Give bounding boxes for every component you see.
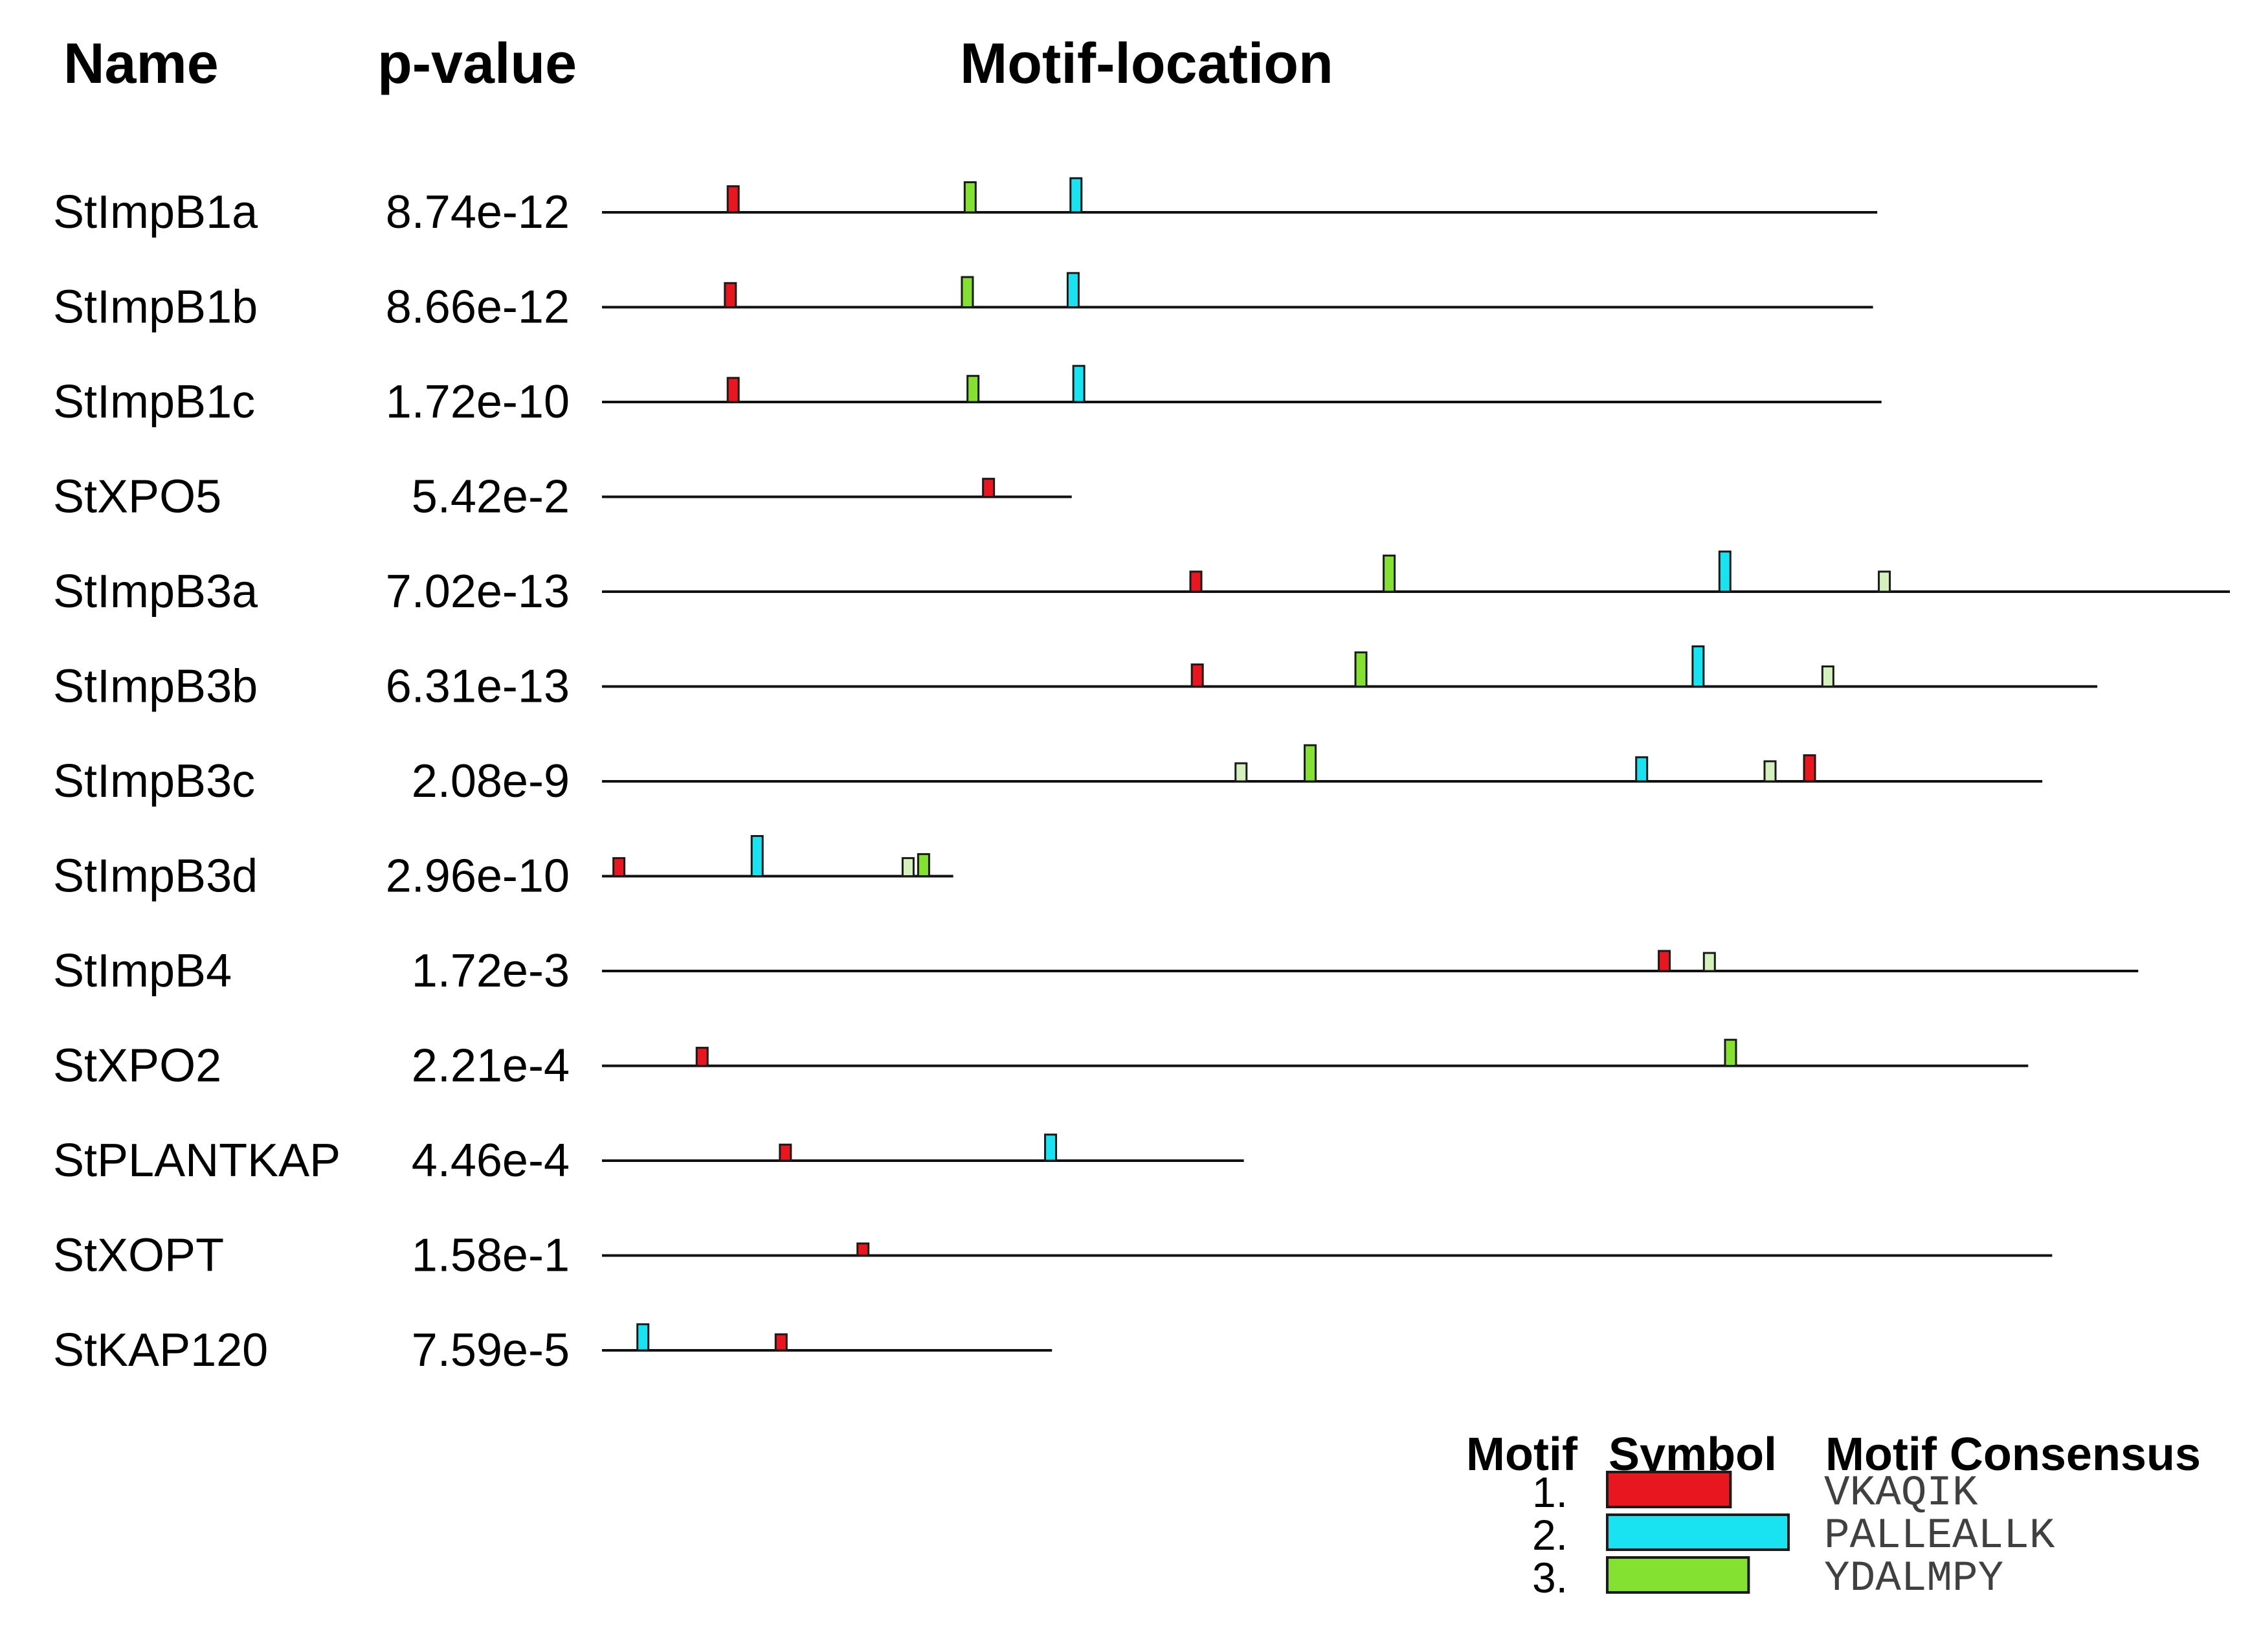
sequence-pvalue: 8.74e-12 xyxy=(386,186,570,238)
motif-site-green xyxy=(1724,1038,1737,1067)
motif-site-cyan xyxy=(1691,645,1705,687)
legend-motif-number: 1. xyxy=(1532,1468,1568,1516)
motif-site-red xyxy=(1658,950,1671,972)
motif-site-red xyxy=(982,478,996,498)
sequence-pvalue: 7.02e-13 xyxy=(386,566,570,618)
motif-site-red xyxy=(1803,754,1816,783)
motif-site-red xyxy=(726,185,740,214)
motif-site-red xyxy=(1189,570,1203,593)
legend-consensus: VKAQIK xyxy=(1824,1469,1978,1517)
sequence-name: StImpB1c xyxy=(53,376,255,428)
legend-items: 1. VKAQIK 2. PALLEALLK 3. YDALMPY xyxy=(1532,1468,2055,1603)
sequence-pvalue: 2.21e-4 xyxy=(412,1040,570,1092)
motif-site-red xyxy=(695,1047,709,1067)
sequence-row: StKAP120 7.59e-5 xyxy=(53,1323,1053,1376)
motif-site-green xyxy=(1304,744,1317,783)
sequence-pvalue: 4.46e-4 xyxy=(412,1135,570,1187)
sequence-row: StXOPT 1.58e-1 xyxy=(53,1230,2053,1282)
sequence-row: StXPO2 2.21e-4 xyxy=(53,1038,2029,1092)
legend-motif-number: 3. xyxy=(1532,1554,1568,1602)
motif-site-cyan xyxy=(1069,177,1083,214)
sequence-row: StImpB3c 2.08e-9 xyxy=(53,744,2043,807)
sequence-name: StXPO5 xyxy=(53,471,221,523)
sequence-name: StImpB4 xyxy=(53,945,232,997)
sequence-name: StImpB3a xyxy=(53,566,258,618)
legend-header-motif: Motif xyxy=(1466,1429,1578,1480)
sequence-row: StImpB1a 8.74e-12 xyxy=(53,177,1878,238)
motif-site-green xyxy=(966,375,980,403)
motif-site-cyan xyxy=(1072,364,1086,403)
sequence-pvalue: 7.59e-5 xyxy=(412,1324,570,1376)
sequence-row: StXPO5 5.42e-2 xyxy=(53,471,1072,523)
sequence-name: StXPO2 xyxy=(53,1040,221,1092)
sequence-row: StPLANTKAP 4.46e-4 xyxy=(53,1133,1244,1187)
sequence-name: StImpB3b xyxy=(53,661,258,713)
motif-site-green-weak xyxy=(1821,665,1834,687)
sequence-pvalue: 6.31e-13 xyxy=(386,661,570,713)
motif-site-cyan xyxy=(636,1323,650,1352)
motif-site-green-weak xyxy=(1702,952,1716,972)
motif-site-red xyxy=(856,1242,870,1257)
motif-site-cyan xyxy=(1635,756,1649,783)
sequence-name: StKAP120 xyxy=(53,1324,268,1376)
sequence-row: StImpB4 1.72e-3 xyxy=(53,945,2139,997)
sequence-name: StImpB3c xyxy=(53,755,255,807)
motif-site-green xyxy=(1383,554,1396,593)
legend-symbol xyxy=(1606,1513,1790,1551)
motif-site-cyan xyxy=(1066,272,1080,308)
sequence-name: StXOPT xyxy=(53,1230,224,1282)
sequence-name: StImpB1a xyxy=(53,186,258,238)
legend-symbol xyxy=(1606,1471,1732,1508)
sequence-name: StImpB3d xyxy=(53,851,258,902)
sequence-pvalue: 2.08e-9 xyxy=(412,755,570,807)
sequence-pvalue: 8.66e-12 xyxy=(386,282,570,333)
motif-site-green xyxy=(917,853,930,878)
legend-motif-number: 2. xyxy=(1532,1511,1568,1559)
motif-site-cyan xyxy=(1044,1133,1058,1162)
legend-consensus: PALLEALLK xyxy=(1824,1512,2055,1560)
sequence-pvalue: 2.96e-10 xyxy=(386,851,570,902)
motif-site-red xyxy=(612,857,626,877)
motif-site-green xyxy=(1354,651,1368,687)
motif-site-green-weak xyxy=(901,857,915,877)
motif-site-cyan xyxy=(750,835,764,877)
motif-site-green-weak xyxy=(1878,570,1891,593)
sequence-row: StImpB3a 7.02e-13 xyxy=(53,550,2230,618)
sequence-name: StPLANTKAP xyxy=(53,1135,340,1187)
motif-site-cyan xyxy=(1718,550,1732,593)
motif-site-green-weak xyxy=(1234,762,1248,783)
sequence-pvalue: 1.72e-10 xyxy=(386,376,570,428)
motif-site-green xyxy=(963,181,977,214)
legend-header-consensus: Motif Consensus xyxy=(1825,1429,2201,1480)
sequence-rows: StImpB1a 8.74e-12 StImpB1b 8.66e-12 StImpB1c… xyxy=(53,177,2230,1376)
sequence-row: StImpB3b 6.31e-13 xyxy=(53,645,2098,713)
sequence-name: StImpB1b xyxy=(53,282,258,333)
motif-site-red xyxy=(779,1143,792,1162)
motif-site-red xyxy=(724,282,737,308)
legend-consensus: YDALMPY xyxy=(1824,1554,2003,1603)
sequence-pvalue: 5.42e-2 xyxy=(412,471,570,523)
header-pvalue: p-value xyxy=(377,31,577,95)
header-motif-location: Motif-location xyxy=(960,31,1333,95)
sequence-row: StImpB1c 1.72e-10 xyxy=(53,364,1882,428)
header-name: Name xyxy=(63,31,219,95)
sequence-pvalue: 1.72e-3 xyxy=(412,945,570,997)
motif-site-red xyxy=(726,377,740,403)
motif-site-red xyxy=(774,1333,788,1352)
motif-site-green-weak xyxy=(1763,760,1777,783)
legend-symbol xyxy=(1606,1556,1750,1594)
sequence-row: StImpB1b 8.66e-12 xyxy=(53,272,1873,333)
sequence-row: StImpB3d 2.96e-10 xyxy=(53,835,953,902)
sequence-pvalue: 1.58e-1 xyxy=(412,1230,570,1282)
motif-site-red xyxy=(1190,663,1204,688)
motif-site-green xyxy=(961,276,974,308)
